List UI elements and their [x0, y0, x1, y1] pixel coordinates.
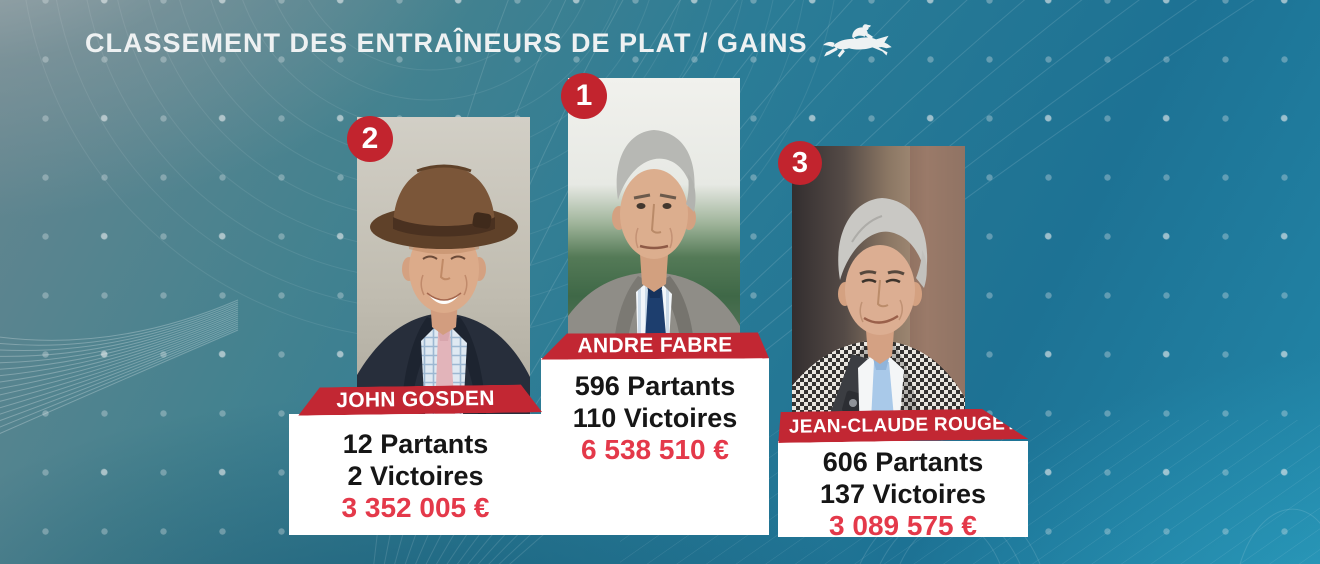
- trainer-name: JEAN-CLAUDE ROUGET: [788, 412, 1018, 438]
- stats-panel-john-gosden: 12 Partants 2 Victoires 3 352 005 €: [289, 414, 542, 535]
- stat-gains: 3 089 575 €: [829, 510, 977, 541]
- stat-partants: 596 Partants: [574, 371, 736, 401]
- stat-gains: 6 538 510 €: [581, 434, 729, 465]
- header: CLASSEMENT DES ENTRAÎNEURS DE PLAT / GAI…: [85, 20, 900, 66]
- stats-panel-jean-claude-rouget: 606 Partants 137 Victoires 3 089 575 €: [778, 441, 1028, 541]
- trainer-name: ANDRE FABRE: [577, 333, 733, 358]
- stat-victoires: 2 Victoires: [347, 461, 484, 491]
- photo-jean-claude-rouget: [792, 146, 965, 440]
- stat-partants: 12 Partants: [342, 429, 489, 459]
- stat-partants: 606 Partants: [822, 447, 984, 477]
- rank-badge-2: 2: [347, 116, 393, 162]
- stat-victoires: 110 Victoires: [572, 403, 738, 433]
- photo-john-gosden: [357, 117, 530, 414]
- stat-victoires: 137 Victoires: [819, 479, 987, 509]
- name-banner-jean-claude-rouget: JEAN-CLAUDE ROUGET: [778, 408, 1028, 443]
- racehorse-jockey-icon: [822, 24, 892, 58]
- rank-badge-1: 1: [561, 73, 607, 119]
- photo-andre-fabre: [568, 78, 740, 358]
- stat-gains: 3 352 005 €: [341, 492, 490, 523]
- stats-panel-andre-fabre: 596 Partants 110 Victoires 6 538 510 €: [541, 358, 769, 535]
- trainer-name: JOHN GOSDEN: [336, 386, 495, 413]
- name-banner-andre-fabre: ANDRE FABRE: [541, 332, 769, 359]
- name-banner-john-gosden: JOHN GOSDEN: [289, 384, 542, 416]
- page-title: CLASSEMENT DES ENTRAÎNEURS DE PLAT / GAI…: [85, 27, 808, 58]
- rank-badge-3: 3: [778, 141, 822, 185]
